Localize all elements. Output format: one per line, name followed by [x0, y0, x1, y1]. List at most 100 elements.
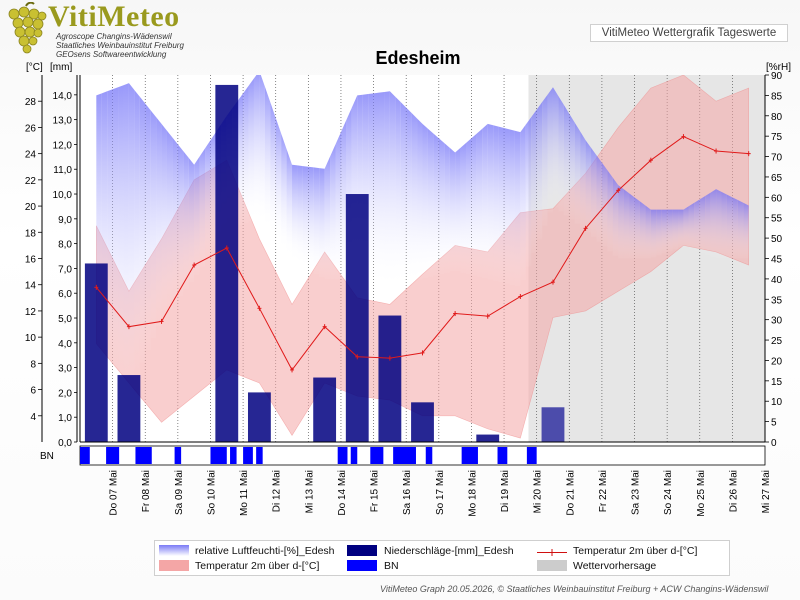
rain-tick-label: 10,0	[53, 190, 73, 201]
rain-tick-label: 3,0	[58, 364, 72, 375]
humidity-segment	[536, 102, 543, 240]
humidity-segment	[661, 209, 668, 254]
humidity-segment	[177, 144, 184, 296]
legend-label-temperature-line: Temperatur 2m über d-[°C]	[573, 545, 698, 557]
precipitation-bar	[117, 375, 141, 442]
humidity-segment	[520, 124, 526, 281]
humidity-segment	[330, 144, 336, 279]
humidity-segment	[688, 202, 695, 250]
rain-tick-label: 14,0	[53, 91, 73, 102]
humidity-segment	[379, 91, 385, 286]
humidity-tick-label: 35	[771, 295, 783, 306]
humidity-segment	[737, 200, 744, 259]
legend-swatch-precipitation	[347, 545, 377, 556]
humidity-tick-label: 30	[771, 316, 783, 327]
humidity-segment	[650, 209, 657, 258]
logo-brand-text: VitiMeteo	[48, 0, 180, 33]
temp-tick-label: 14	[25, 281, 37, 292]
humidity-segment	[569, 113, 575, 220]
humidity-segment	[183, 151, 189, 290]
humidity-segment	[531, 109, 537, 254]
bn-bar	[497, 447, 508, 464]
bn-bar	[350, 447, 358, 464]
humidity-segment	[194, 156, 200, 275]
humidity-segment	[107, 89, 113, 375]
bn-bar	[243, 447, 253, 464]
humidity-segment	[607, 170, 613, 252]
bn-bar	[230, 447, 237, 464]
temp-tick-label: 6	[30, 386, 36, 397]
temp-tick-label: 16	[25, 255, 37, 266]
humidity-segment	[166, 130, 173, 310]
humidity-segment	[721, 191, 727, 259]
humidity-segment	[319, 168, 325, 278]
bn-bar	[106, 447, 120, 464]
humidity-segment	[123, 83, 129, 391]
humidity-segment	[427, 128, 434, 277]
x-axis-label: Mo 11 Mai	[239, 470, 250, 516]
precipitation-bar	[247, 392, 271, 442]
humidity-segment	[188, 157, 195, 283]
humidity-segment	[618, 185, 624, 259]
temperature-points	[94, 134, 751, 373]
humidity-segment	[248, 78, 254, 221]
humidity-segment	[438, 138, 445, 275]
humidity-tick-label: 5	[771, 418, 777, 429]
subtitle-box: VitiMeteo Wettergrafik Tageswerte	[590, 24, 788, 42]
rain-tick-label: 12,0	[53, 140, 73, 151]
humidity-segment	[465, 138, 472, 275]
humidity-segment	[253, 75, 260, 219]
bn-row-frame	[79, 445, 766, 466]
humidity-segment	[558, 96, 564, 212]
humidity-segment	[281, 133, 287, 249]
humidity-segment	[563, 104, 570, 216]
humidity-segment	[161, 123, 167, 317]
rain-tick-label: 8,0	[58, 240, 72, 251]
humidity-segment	[156, 117, 162, 326]
x-axis-label: Do 14 Mai	[337, 470, 348, 516]
humidity-segment	[656, 209, 662, 256]
humidity-tick-label: 40	[771, 275, 783, 286]
rain-tick-label: 1,0	[58, 413, 72, 424]
humidity-segment	[368, 93, 374, 283]
temp-tick-label: 28	[25, 97, 37, 108]
humidity-segment	[259, 75, 265, 222]
rain-tick-label: 7,0	[58, 264, 72, 275]
humidity-segment	[596, 155, 602, 242]
chart-legend: relative Luftfeuchti-[%]_Edesh Niedersch…	[154, 540, 730, 576]
humidity-segment	[471, 133, 477, 276]
right-axis-label: [%rH]	[766, 62, 791, 73]
humidity-segment	[493, 125, 499, 281]
precipitation-bar	[378, 315, 402, 442]
logo-line-1: Agroscope Changins-Wädenswil	[56, 32, 172, 41]
left-axis-label-rain: [mm]	[50, 62, 72, 73]
humidity-segment	[335, 132, 341, 279]
humidity-segment	[275, 117, 282, 242]
legend-swatch-humidity	[159, 545, 189, 556]
humidity-segment	[384, 91, 390, 287]
temp-tick-label: 26	[25, 123, 37, 134]
humidity-segment	[460, 142, 466, 273]
x-axis-label: Sa 16 Mai	[402, 470, 413, 515]
bn-bar	[337, 447, 348, 464]
legend-label-forecast: Wettervorhersage	[573, 560, 657, 572]
logo-line-3: GEOsens Softwareentwicklung	[56, 50, 167, 59]
humidity-segment	[400, 102, 407, 284]
legend-label-precipitation: Niederschläge-[mm]_Edesh	[384, 545, 514, 557]
humidity-tick-label: 80	[771, 112, 783, 123]
humidity-segment	[726, 194, 733, 259]
humidity-segment	[678, 209, 684, 248]
temp-tick-label: 20	[25, 202, 37, 213]
x-axis-label: So 10 Mai	[206, 470, 217, 515]
humidity-segment	[205, 140, 211, 259]
humidity-segment	[487, 123, 494, 280]
x-axis-labels: Do 07 Mai Fr 08 Mai Sa 09 Mai So 10 Mai Mo 1…	[109, 470, 772, 517]
x-axis-label: Di 26 Mai	[728, 470, 739, 512]
humidity-segment	[710, 189, 717, 258]
bn-bar	[425, 447, 433, 464]
bn-bar	[210, 447, 227, 464]
humidity-segment	[705, 192, 711, 256]
humidity-segment	[580, 131, 586, 228]
humidity-segment	[514, 130, 521, 287]
